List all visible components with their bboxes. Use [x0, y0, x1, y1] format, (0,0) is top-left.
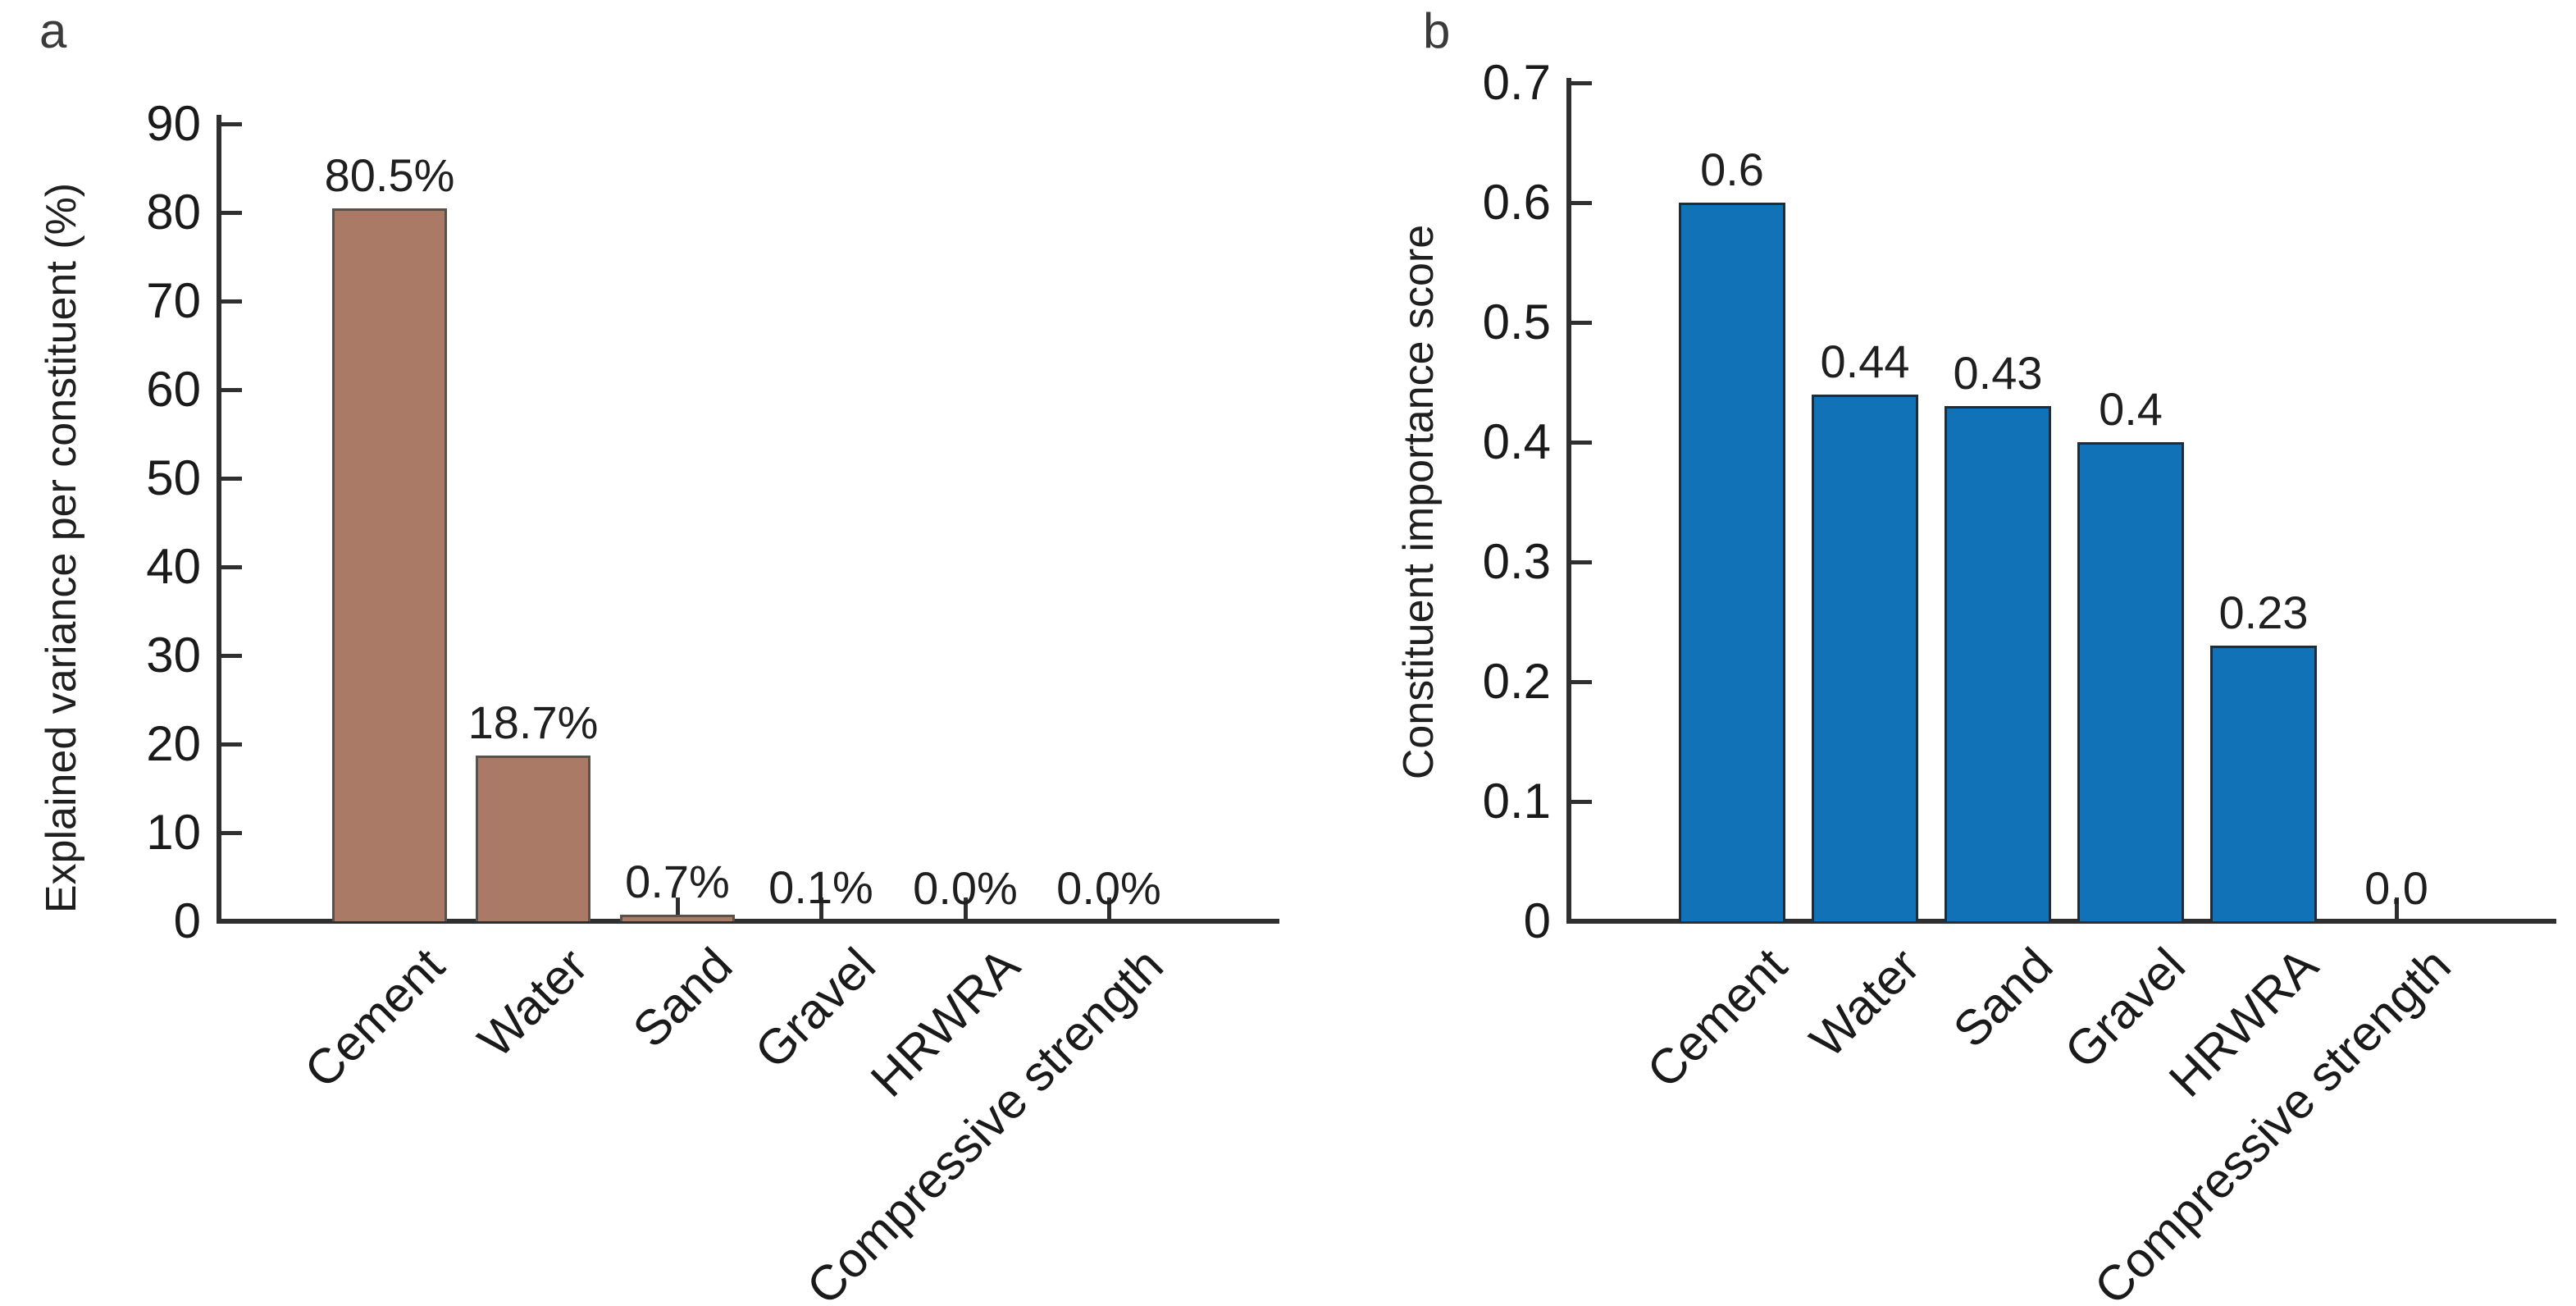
panel-b-ytick-label-0.7: 0.7 — [1482, 55, 1551, 110]
panel-a-ytick-mark-80 — [221, 210, 242, 215]
panel-b-y-axis-line — [1566, 78, 1571, 924]
panel-b-bar-sand — [1945, 406, 2051, 921]
panel-a-ytick-label-60: 60 — [146, 362, 201, 417]
panel-a-ytick-label-10: 10 — [146, 805, 201, 860]
panel-b-ytick-mark-0.5 — [1571, 320, 1592, 325]
panel-a-value-label-sand: 0.7% — [625, 856, 730, 908]
panel-b-ytick-label-0.6: 0.6 — [1482, 175, 1551, 230]
panel-b-ytick-mark-0.6 — [1571, 200, 1592, 205]
panel-b-bar-hrwra — [2210, 646, 2317, 921]
panel-a-category-label-water: Water — [467, 937, 599, 1068]
panel-a-ytick-mark-60 — [221, 387, 242, 392]
panel-a-ytick-mark-40 — [221, 564, 242, 569]
panel-b-ytick-mark-0.1 — [1571, 799, 1592, 804]
panel-a-category-label-sand: Sand — [622, 937, 743, 1058]
panel-a-ytick-mark-90 — [221, 121, 242, 126]
panel-b-value-label-cement: 0.6 — [1700, 144, 1764, 195]
panel-b-ytick-label-0.3: 0.3 — [1482, 534, 1551, 589]
panel-a-value-label-hrwra: 0.0% — [913, 862, 1018, 914]
panel-a-value-label-water: 18.7% — [467, 696, 599, 749]
panel-b-category-label-sand: Sand — [1942, 937, 2063, 1058]
panel-a-bar-sand — [620, 915, 735, 921]
panel-a-ytick-label-20: 20 — [146, 716, 201, 771]
panel-a-bar-water — [476, 756, 590, 921]
panel-a-category-label-cement: Cement — [294, 937, 455, 1098]
panel-a-bar-cement — [332, 208, 447, 921]
panel-a-value-label-cement: 80.5% — [324, 148, 455, 201]
panel-a-ytick-label-80: 80 — [146, 185, 201, 240]
panel-b-bar-gravel — [2077, 442, 2184, 921]
panel-a-ytick-label-70: 70 — [146, 273, 201, 328]
panel-b-bar-cement — [1679, 203, 1785, 921]
panel-b-label: b — [1423, 3, 1451, 58]
panel-a-y-axis-line — [217, 115, 221, 924]
panel-a-value-label-gravel: 0.1% — [768, 861, 873, 913]
panel-a-y-axis-title: Explained variance per constituent (%) — [38, 182, 85, 914]
panel-a-ytick-label-50: 50 — [146, 450, 201, 505]
panel-b-value-label-water: 0.44 — [1820, 335, 1910, 387]
panel-b-ytick-label-0: 0 — [1523, 893, 1551, 948]
panel-a-xtick-mark-gravel — [818, 897, 823, 919]
panel-b-x-axis-line — [1566, 919, 2556, 924]
panel-a-ytick-label-40: 40 — [146, 539, 201, 594]
panel-a-ytick-label-90: 90 — [146, 96, 201, 151]
panel-b-ytick-mark-0.4 — [1571, 440, 1592, 445]
panel-b-value-label-compressive-strength: 0.0 — [2364, 862, 2428, 914]
panel-b-ytick-label-0.5: 0.5 — [1482, 295, 1551, 349]
panel-a-ytick-mark-30 — [221, 653, 242, 658]
panel-b-ytick-label-0.2: 0.2 — [1482, 654, 1551, 709]
panel-a-ytick-mark-20 — [221, 742, 242, 747]
panel-a-x-axis-line — [217, 919, 1279, 924]
panel-a-ytick-label-0: 0 — [173, 893, 201, 948]
panel-a-ytick-mark-50 — [221, 476, 242, 481]
panel-b-ytick-label-0.4: 0.4 — [1482, 414, 1551, 469]
panel-b-y-axis-title: Constituent importance score — [1395, 224, 1443, 780]
panel-b-ytick-label-0.1: 0.1 — [1482, 774, 1551, 829]
panel-b-category-label-cement: Cement — [1636, 937, 1798, 1098]
panel-b-xtick-mark-compressive-strength — [2394, 897, 2399, 919]
panel-b-category-label-water: Water — [1799, 937, 1931, 1068]
panel-b-ytick-mark-0.7 — [1571, 80, 1592, 85]
panel-a-ytick-label-30: 30 — [146, 628, 201, 683]
panel-a-xtick-mark-compressive-strength — [1106, 897, 1111, 919]
panel-a-xtick-mark-sand — [675, 897, 680, 919]
panel-b-value-label-hrwra: 0.23 — [2218, 587, 2309, 639]
panel-b-value-label-sand: 0.43 — [1953, 347, 2043, 400]
panel-b-ytick-mark-0 — [1571, 919, 1592, 924]
panel-a-ytick-mark-70 — [221, 299, 242, 304]
panel-a-label: a — [39, 3, 67, 58]
panel-b-ytick-mark-0.2 — [1571, 679, 1592, 684]
panel-b-value-label-gravel: 0.4 — [2099, 383, 2163, 435]
panel-a-value-label-compressive-strength: 0.0% — [1056, 862, 1161, 914]
panel-a-ytick-mark-10 — [221, 830, 242, 835]
panel-a-xtick-mark-hrwra — [963, 897, 968, 919]
panel-a-ytick-mark-0 — [221, 919, 242, 924]
panel-b-bar-water — [1812, 394, 1918, 921]
panel-b-ytick-mark-0.3 — [1571, 559, 1592, 564]
panel-a-category-label-gravel: Gravel — [744, 937, 887, 1080]
